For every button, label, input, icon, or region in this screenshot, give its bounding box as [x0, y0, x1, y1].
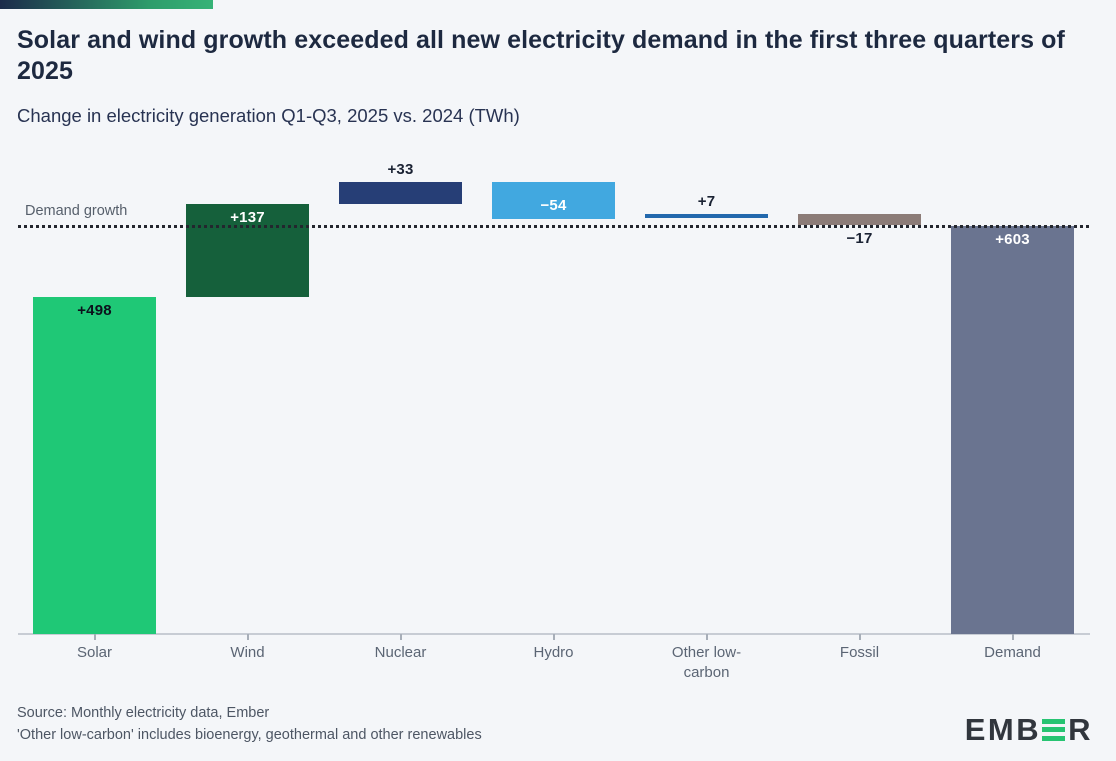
x-axis-tick-solar	[93, 634, 96, 640]
logo-text-r: R	[1068, 712, 1093, 747]
bar-demand	[951, 226, 1074, 634]
bar-value-solar: +498	[77, 302, 112, 319]
x-axis-label-other-low-carbon: Other low-carbon	[671, 644, 742, 682]
bar-value-other-low-carbon: +7	[697, 192, 716, 210]
demand-growth-dotted-line	[18, 225, 1090, 228]
bar-nuclear	[339, 182, 462, 205]
bar-hydro	[492, 182, 615, 219]
x-axis-tick-other-low-carbon	[705, 634, 708, 640]
bar-value-nuclear: +33	[387, 161, 414, 178]
source-text: Source: Monthly electricity data, Ember	[17, 705, 270, 721]
bar-solar	[33, 297, 156, 634]
bar-other-low-carbon	[645, 213, 768, 219]
x-axis-tick-fossil	[858, 634, 861, 640]
bar-value-hydro: −54	[540, 196, 567, 214]
x-axis-tick-demand	[1011, 634, 1014, 640]
x-axis-label-demand: Demand	[984, 644, 1041, 661]
bar-fossil	[798, 213, 921, 226]
x-axis-tick-hydro	[552, 634, 555, 640]
x-axis-label-nuclear: Nuclear	[374, 644, 427, 661]
x-axis-label-hydro: Hydro	[533, 644, 574, 661]
chart-subtitle: Change in electricity generation Q1-Q3, …	[17, 105, 520, 126]
x-axis-label-wind: Wind	[230, 644, 265, 661]
ember-logo: EMB R	[965, 714, 1093, 745]
demand-growth-label: Demand growth	[25, 203, 128, 219]
bar-value-fossil: −17	[846, 230, 873, 248]
x-axis-label-solar: Solar	[76, 644, 113, 661]
logo-text-emb: EMB	[964, 712, 1042, 747]
x-axis-label-fossil: Fossil	[839, 644, 880, 661]
page-title: Solar and wind growth exceeded all new e…	[17, 26, 1065, 85]
footnote-text: 'Other low-carbon' includes bioenergy, g…	[17, 727, 482, 743]
bar-value-wind: +137	[230, 209, 265, 227]
bar-wind	[186, 204, 309, 297]
ember-green-e-icon	[1042, 718, 1066, 741]
bar-value-demand: +603	[995, 231, 1030, 248]
brand-accent-bar	[0, 0, 213, 9]
x-axis-tick-nuclear	[399, 634, 402, 640]
x-axis-tick-wind	[246, 634, 249, 640]
